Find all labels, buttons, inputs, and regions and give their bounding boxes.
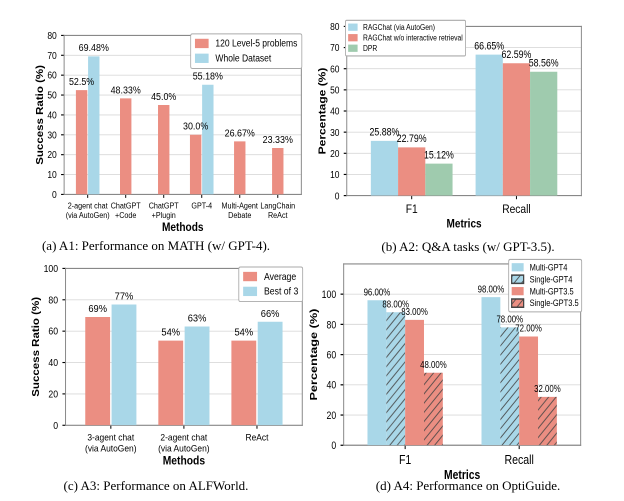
svg-text:83.00%: 83.00% [401, 306, 428, 317]
svg-text:Average: Average [264, 271, 296, 282]
svg-text:0: 0 [52, 189, 57, 200]
svg-text:70: 70 [330, 43, 339, 54]
svg-text:72.00%: 72.00% [515, 323, 542, 334]
svg-text:50: 50 [330, 85, 339, 96]
svg-text:(via AutoGen): (via AutoGen) [85, 443, 137, 454]
svg-text:77%: 77% [115, 291, 134, 303]
svg-text:40: 40 [326, 380, 336, 392]
svg-text:Recall: Recall [502, 203, 530, 216]
svg-text:(via AutoGen): (via AutoGen) [158, 443, 210, 454]
svg-text:0: 0 [331, 440, 336, 452]
svg-text:80: 80 [330, 21, 339, 32]
svg-text:Whole Dataset: Whole Dataset [215, 53, 271, 64]
svg-text:Multi-GPT3.5: Multi-GPT3.5 [530, 286, 574, 297]
svg-text:3-agent chat: 3-agent chat [87, 432, 134, 443]
svg-text:Multi-Agent: Multi-Agent [222, 201, 259, 211]
svg-text:ReAct: ReAct [268, 211, 288, 221]
svg-text:58.56%: 58.56% [529, 58, 559, 70]
svg-text:30: 30 [47, 130, 56, 141]
svg-text:20: 20 [326, 410, 336, 422]
svg-text:54%: 54% [161, 327, 180, 339]
svg-text:+Plugin: +Plugin [152, 211, 176, 221]
svg-text:RAGChat w/o interactive retrie: RAGChat w/o interactive retrieval [363, 33, 463, 43]
svg-text:22.79%: 22.79% [397, 133, 427, 145]
svg-text:48.33%: 48.33% [111, 85, 142, 97]
svg-text:60: 60 [330, 64, 339, 75]
svg-text:66%: 66% [261, 308, 280, 320]
svg-text:F1: F1 [406, 203, 418, 216]
svg-text:96.00%: 96.00% [364, 287, 391, 298]
svg-text:Success Ratio (%): Success Ratio (%) [34, 65, 45, 165]
svg-text:(via AutoGen): (via AutoGen) [66, 211, 110, 221]
svg-text:60: 60 [47, 70, 56, 81]
svg-text:98.00%: 98.00% [478, 284, 505, 295]
svg-text:80: 80 [47, 30, 56, 41]
svg-text:F1: F1 [399, 452, 412, 467]
svg-text:ChatGPT: ChatGPT [149, 201, 179, 211]
svg-text:+Code: +Code [115, 211, 136, 221]
svg-text:80: 80 [326, 319, 336, 331]
svg-text:Methods: Methods [162, 221, 204, 234]
svg-text:45.0%: 45.0% [151, 91, 177, 103]
svg-text:Success Ratio (%): Success Ratio (%) [30, 297, 41, 397]
svg-text:2-agent chat: 2-agent chat [68, 201, 109, 211]
svg-text:100: 100 [44, 264, 59, 275]
svg-text:40: 40 [330, 106, 339, 117]
svg-text:30.0%: 30.0% [183, 121, 209, 133]
svg-text:ReAct: ReAct [245, 432, 268, 443]
svg-text:120 Level-5 problems: 120 Level-5 problems [215, 38, 297, 49]
svg-text:62.59%: 62.59% [502, 49, 532, 61]
svg-text:23.33%: 23.33% [263, 134, 294, 146]
svg-text:RAGChat (via AutoGen): RAGChat (via AutoGen) [363, 22, 435, 32]
svg-text:60: 60 [326, 350, 336, 362]
svg-text:69.48%: 69.48% [79, 43, 110, 55]
svg-text:30: 30 [330, 127, 339, 138]
svg-text:DPR: DPR [363, 43, 378, 53]
svg-text:20: 20 [330, 148, 339, 159]
svg-text:Multi-GPT4: Multi-GPT4 [530, 262, 568, 273]
svg-text:100: 100 [322, 289, 337, 301]
svg-text:69%: 69% [88, 304, 107, 316]
svg-text:52.5%: 52.5% [69, 76, 95, 88]
svg-text:Single-GPT4: Single-GPT4 [530, 274, 573, 285]
svg-text:63%: 63% [188, 313, 207, 325]
svg-text:70: 70 [47, 50, 56, 61]
svg-text:10: 10 [330, 169, 339, 180]
svg-text:GPT-4: GPT-4 [191, 201, 212, 211]
svg-text:0: 0 [335, 191, 340, 202]
svg-text:80: 80 [48, 295, 58, 306]
svg-text:26.67%: 26.67% [225, 128, 256, 140]
svg-text:Recall: Recall [504, 452, 533, 467]
svg-text:Percentage (%): Percentage (%) [317, 67, 328, 154]
svg-text:15.12%: 15.12% [424, 150, 454, 162]
svg-text:Metrics: Metrics [447, 218, 482, 231]
svg-text:Debate: Debate [228, 211, 251, 221]
svg-text:2-agent chat: 2-agent chat [160, 432, 207, 443]
svg-text:Best of 3: Best of 3 [264, 286, 298, 297]
svg-text:Methods: Methods [163, 455, 205, 468]
svg-text:54%: 54% [235, 327, 254, 339]
svg-text:20: 20 [48, 389, 58, 400]
svg-text:32.00%: 32.00% [534, 383, 561, 394]
svg-text:Percentage (%): Percentage (%) [308, 308, 320, 400]
svg-text:50: 50 [47, 90, 56, 101]
svg-text:40: 40 [47, 110, 56, 121]
svg-text:0: 0 [53, 420, 58, 431]
svg-text:48.00%: 48.00% [420, 359, 447, 370]
svg-text:40: 40 [48, 358, 58, 369]
svg-text:LangChain: LangChain [260, 201, 295, 211]
svg-text:25.88%: 25.88% [370, 127, 400, 139]
svg-text:20: 20 [47, 150, 56, 161]
svg-text:ChatGPT: ChatGPT [111, 201, 141, 211]
svg-text:60: 60 [48, 326, 58, 337]
svg-text:55.18%: 55.18% [193, 71, 224, 83]
svg-text:66.65%: 66.65% [474, 41, 504, 53]
svg-text:10: 10 [47, 170, 56, 181]
svg-text:Single-GPT3.5: Single-GPT3.5 [530, 297, 579, 308]
